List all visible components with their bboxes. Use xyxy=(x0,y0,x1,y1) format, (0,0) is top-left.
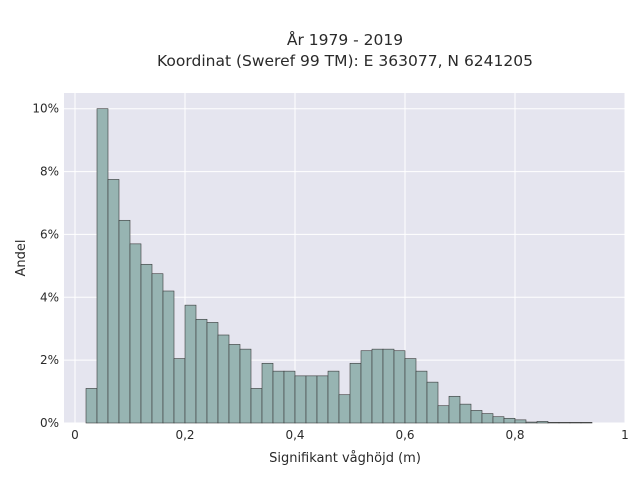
histogram-bar xyxy=(294,375,307,424)
histogram-bar xyxy=(151,273,164,424)
histogram-bar xyxy=(525,421,538,424)
histogram-bar xyxy=(272,370,285,424)
histogram-bar xyxy=(217,334,230,424)
y-tick-label: 8% xyxy=(40,165,59,179)
histogram-bar xyxy=(250,388,263,424)
histogram-bar xyxy=(547,422,560,424)
y-tick-label: 4% xyxy=(40,290,59,304)
histogram-bar xyxy=(107,179,120,424)
histogram-bar xyxy=(184,304,197,424)
histogram-bar xyxy=(173,358,186,424)
histogram-bar xyxy=(437,405,450,424)
x-tick-label: 0 xyxy=(71,428,79,442)
histogram-bars xyxy=(85,108,593,424)
histogram-bar xyxy=(162,290,175,424)
histogram-bar xyxy=(426,381,439,424)
y-tick-label: 0% xyxy=(40,416,59,430)
x-axis-ticks: 0 0,2 0,4 0,6 0,8 1 xyxy=(71,428,629,442)
y-axis-ticks: 0% 2% 4% 6% 8% 10% xyxy=(32,102,59,430)
histogram-bar xyxy=(580,422,593,424)
histogram-bar xyxy=(316,375,329,424)
histogram-bar xyxy=(459,403,472,424)
histogram-bar xyxy=(239,348,252,424)
y-axis-label: Andel xyxy=(14,240,29,277)
x-tick-label: 0,4 xyxy=(285,428,304,442)
histogram-bar xyxy=(327,370,340,424)
histogram-bar xyxy=(371,348,384,424)
histogram-bar xyxy=(536,421,549,424)
histogram-bar xyxy=(492,416,505,424)
chart-title-line2: Koordinat (Sweref 99 TM): E 363077, N 62… xyxy=(157,52,533,70)
histogram-bar xyxy=(85,388,98,424)
histogram-bar xyxy=(514,419,527,424)
histogram-bar xyxy=(140,263,153,424)
histogram-bar xyxy=(283,370,296,424)
histogram-bar xyxy=(129,243,142,424)
y-tick-label: 10% xyxy=(32,102,59,116)
chart-title-line1: År 1979 - 2019 xyxy=(287,30,403,49)
histogram-bar xyxy=(118,219,131,424)
y-tick-label: 2% xyxy=(40,353,59,367)
histogram-bar xyxy=(393,350,406,424)
histogram-bar xyxy=(503,417,516,424)
histogram-bar xyxy=(569,422,582,424)
histogram-bar xyxy=(404,358,417,424)
x-axis-label: Signifikant våghöjd (m) xyxy=(269,451,421,466)
histogram-bar xyxy=(360,350,373,424)
histogram-bar xyxy=(228,344,241,424)
y-tick-label: 6% xyxy=(40,227,59,241)
x-tick-label: 0,6 xyxy=(395,428,414,442)
histogram-bar xyxy=(195,318,208,424)
histogram-bar xyxy=(206,322,219,424)
histogram-bar xyxy=(305,375,318,424)
histogram-bar xyxy=(470,410,483,424)
histogram-bar xyxy=(96,108,109,424)
histogram-bar xyxy=(338,394,351,424)
x-tick-label: 0,8 xyxy=(505,428,524,442)
histogram-bar xyxy=(382,348,395,424)
histogram-bar xyxy=(415,370,428,424)
histogram-bar xyxy=(349,362,362,424)
histogram-bar xyxy=(448,395,461,424)
x-tick-label: 0,2 xyxy=(175,428,194,442)
x-tick-label: 1 xyxy=(621,428,629,442)
histogram-bar xyxy=(558,422,571,424)
histogram-bar xyxy=(481,413,494,424)
histogram-bar xyxy=(261,362,274,424)
